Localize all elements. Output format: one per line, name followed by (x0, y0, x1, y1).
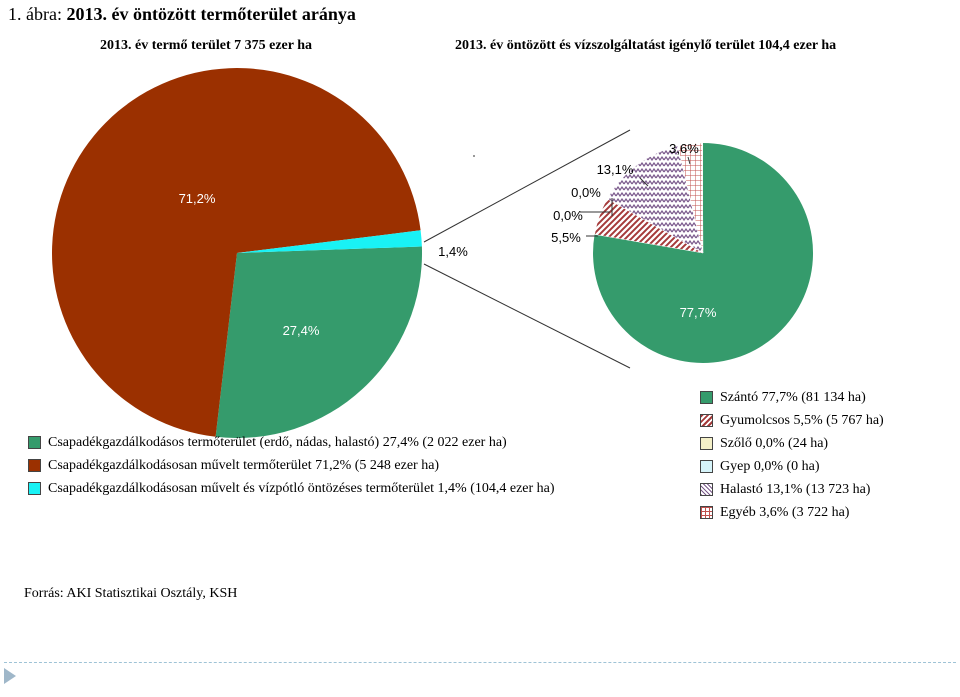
connector-line (423, 263, 631, 369)
pie-data-label: 77,7% (680, 305, 717, 320)
slide-divider (4, 662, 956, 663)
source-note: Forrás: AKI Statisztikai Osztály, KSH (24, 586, 238, 601)
slide-bullet-icon (4, 668, 16, 684)
legend-label: Gyumolcsos 5,5% (5 767 ha) (720, 412, 884, 428)
pie-data-label: 3,6% (669, 141, 699, 156)
pie1-legend-item: Csapadékgazdálkodásosan művelt termőterü… (28, 454, 555, 477)
pie2-legend-item: Egyéb 3,6% (3 722 ha) (700, 501, 884, 524)
pie-data-label: 71,2% (179, 191, 216, 206)
pie-data-label: 13,1% (597, 162, 634, 177)
legend-swatch (28, 459, 41, 472)
pie2-legend-item: Gyumolcsos 5,5% (5 767 ha) (700, 409, 884, 432)
legend-swatch (700, 391, 713, 404)
legend-label: Csapadékgazdálkodásosan művelt és vízpót… (48, 480, 555, 496)
pie1-legend-item: Csapadékgazdálkodásos termőterület (erdő… (28, 431, 555, 454)
pie-slice (606, 145, 704, 254)
pie2-legend-item: Szőlő 0,0% (24 ha) (700, 432, 884, 455)
figure-title-prefix: 1. ábra: (8, 4, 62, 24)
legend-swatch (700, 483, 713, 496)
connector-line (423, 129, 631, 243)
pie-charts: 27,4% 71,2% 1,4% 77,7% 5,5% 0,0% 0,0% 13,1% 3,6… (52, 68, 814, 439)
pie-data-label: 1,4% (438, 244, 468, 259)
pie-slice (237, 230, 422, 253)
pie-data-label: 27,4% (283, 323, 320, 338)
legend-swatch (700, 506, 713, 519)
connector-line (687, 156, 691, 165)
pie-data-label: 0,0% (571, 185, 601, 200)
pie1-legend: Csapadékgazdálkodásos termőterület (erdő… (28, 431, 555, 500)
pie2-legend-item: Szántó 77,7% (81 134 ha) (700, 386, 884, 409)
pie2: 77,7% 5,5% 0,0% 0,0% 13,1% 3,6% (551, 141, 814, 363)
pie2-title: 2013. év öntözött és vízszolgáltatást ig… (455, 38, 837, 53)
legend-swatch (700, 437, 713, 450)
pie-data-label: 5,5% (551, 230, 581, 245)
legend-swatch (28, 436, 41, 449)
pie1-legend-item: Csapadékgazdálkodásosan művelt és vízpót… (28, 477, 555, 500)
pie2-legend-item: Halastó 13,1% (13 723 ha) (700, 478, 884, 501)
legend-label: Szántó 77,7% (81 134 ha) (720, 389, 866, 405)
figure-title-main: 2013. év öntözött termőterület aránya (66, 4, 356, 24)
pie1-title: 2013. év termő terület 7 375 ezer ha (100, 38, 312, 53)
figure-title: 1. ábra: 2013. év öntözött termőterület … (8, 4, 356, 25)
legend-label: Csapadékgazdálkodásos termőterület (erdő… (48, 434, 507, 450)
connector-line (639, 177, 649, 187)
legend-swatch (28, 482, 41, 495)
pie-slice (215, 246, 423, 439)
pie-data-label: 0,0% (553, 208, 583, 223)
pie1: 27,4% 71,2% 1,4% (52, 68, 468, 439)
legend-swatch (700, 460, 713, 473)
pie-slice (52, 68, 421, 437)
legend-label: Csapadékgazdálkodásosan művelt termőterü… (48, 457, 440, 473)
legend-label: Gyep 0,0% (0 ha) (720, 458, 820, 474)
pie-slice (677, 142, 704, 254)
pie2-legend-item: Gyep 0,0% (0 ha) (700, 455, 884, 478)
legend-swatch (700, 414, 713, 427)
connector-lines (423, 129, 691, 369)
legend-label: Szőlő 0,0% (24 ha) (720, 435, 829, 451)
pie2-legend: Szántó 77,7% (81 134 ha) Gyumolcsos 5,5%… (700, 386, 884, 524)
legend-label: Halastó 13,1% (13 723 ha) (720, 481, 871, 497)
legend-label: Egyéb 3,6% (3 722 ha) (720, 504, 850, 520)
